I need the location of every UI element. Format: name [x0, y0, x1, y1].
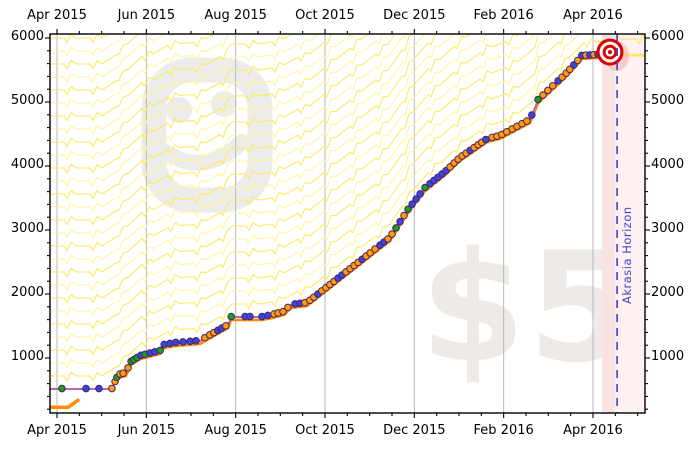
datapoint-dot[interactable] [366, 249, 374, 257]
datapoint-dot[interactable] [527, 111, 536, 119]
datapoint-dot[interactable] [416, 190, 424, 198]
datapoint-dot[interactable] [481, 135, 490, 144]
datapoint-dot[interactable] [172, 338, 180, 347]
datapoint-dot[interactable] [384, 235, 392, 243]
datapoint-dot[interactable] [95, 384, 103, 393]
datapoint-dot[interactable] [222, 322, 230, 330]
datapoint-dot[interactable] [156, 346, 164, 355]
plot-contents [50, 34, 645, 413]
datapoint-dot[interactable] [392, 224, 400, 232]
datapoint-dot[interactable] [284, 303, 292, 312]
datapoint-dot[interactable] [124, 364, 132, 372]
goal-bullseye-icon[interactable] [596, 38, 629, 72]
datapoint-dot[interactable] [574, 56, 582, 65]
datapoint-dot[interactable] [412, 195, 420, 203]
datapoint-dot[interactable] [58, 384, 66, 393]
datapoint-dot[interactable] [400, 211, 408, 220]
axis-ticks [45, 29, 650, 418]
datapoint-dot[interactable] [246, 312, 254, 321]
datapoint-dot[interactable] [192, 337, 200, 345]
pledge-watermark: $5 [420, 219, 636, 396]
datapoint-dot[interactable] [279, 307, 287, 316]
yellow-brick-road-guidelines [50, 34, 645, 382]
datapoint-dot[interactable] [544, 86, 552, 95]
datapoint-dot[interactable] [539, 91, 547, 99]
akrasia-horizon-label: Akrasia Horizon [620, 206, 634, 304]
datapoint-dot[interactable] [82, 384, 90, 393]
datapoint-dot[interactable] [408, 200, 416, 208]
datapoint-dot[interactable] [396, 217, 404, 226]
datapoints [58, 48, 610, 393]
post-goal-strip [601, 34, 615, 413]
datapoint-dot[interactable] [421, 183, 429, 192]
datapoint-dot[interactable] [227, 312, 235, 321]
datapoint-dot[interactable] [404, 205, 412, 214]
datapoint-dot[interactable] [548, 82, 557, 90]
datapoint-dot[interactable] [179, 338, 187, 346]
datapoint-dot[interactable] [534, 95, 542, 104]
datapoint-dot[interactable] [119, 369, 127, 378]
datapoint-dot[interactable] [388, 230, 396, 238]
datapoint-dot[interactable] [371, 245, 379, 253]
datapoint-dot[interactable] [108, 384, 116, 393]
road-start-edge [50, 398, 80, 410]
datapoint-dot[interactable] [523, 117, 531, 125]
datapoint-dot[interactable] [264, 311, 272, 320]
